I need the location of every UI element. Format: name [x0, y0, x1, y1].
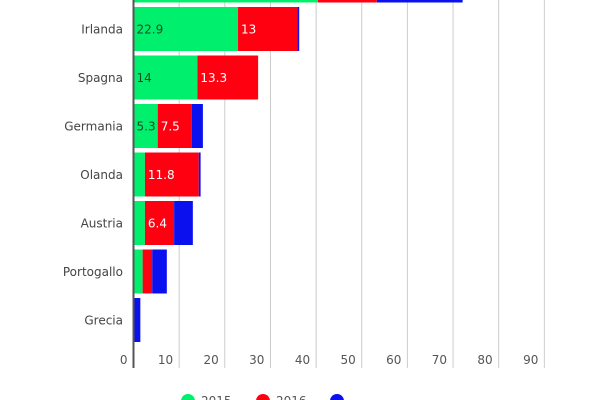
x-tick-label: 20	[204, 353, 219, 367]
bar-segment	[133, 152, 145, 197]
bar-segment	[238, 7, 298, 51]
bar-segment	[133, 249, 143, 294]
legend-marker	[256, 394, 270, 400]
category-label: Grecia	[84, 314, 123, 328]
bar-segment	[297, 7, 300, 51]
x-tick-label: 70	[432, 353, 447, 367]
bar-segment	[133, 298, 141, 342]
x-tick-label: 30	[249, 353, 264, 367]
bar-segment	[376, 0, 463, 3]
data-label: 6.4	[148, 217, 167, 231]
legend-label: 2016	[276, 394, 307, 400]
bar-segment	[133, 7, 239, 51]
x-tick-label: 80	[477, 353, 492, 367]
category-label: Germania	[64, 120, 123, 134]
bar-segment	[152, 249, 167, 294]
category-label: Olanda	[80, 168, 123, 182]
data-label: 22.9	[137, 23, 164, 37]
data-label: 7.5	[161, 120, 180, 134]
bar-segment	[144, 152, 199, 197]
bar-segment	[144, 201, 175, 245]
legend-marker	[181, 394, 195, 400]
bar-segment	[133, 55, 198, 100]
category-label: Spagna	[78, 71, 123, 85]
category-label: Irlanda	[81, 23, 123, 37]
bar-segment	[142, 249, 153, 294]
data-label: 11.8	[148, 168, 175, 182]
legend-label: 2015	[201, 394, 232, 400]
bar-segment	[133, 0, 318, 3]
data-label: 5.3	[137, 120, 156, 134]
x-tick-label: 60	[386, 353, 401, 367]
data-label: 13	[241, 23, 256, 37]
x-tick-label: 40	[295, 353, 310, 367]
bar-segment	[157, 104, 192, 148]
x-tick-label: 50	[340, 353, 355, 367]
bar-segment	[198, 152, 201, 197]
legend-marker	[330, 394, 344, 400]
bar-segment	[133, 201, 145, 245]
x-tick-label: 10	[158, 353, 173, 367]
bar-segment	[191, 104, 203, 148]
data-label: 13.3	[200, 71, 227, 85]
x-tick-label: 90	[523, 353, 538, 367]
bar-segment	[317, 0, 377, 3]
x-tick-label: 0	[120, 353, 128, 367]
category-label: Portogallo	[63, 265, 123, 279]
data-label: 14	[137, 71, 152, 85]
bar-segment	[133, 104, 158, 148]
bar-segment	[174, 201, 193, 245]
category-label: Austria	[81, 217, 123, 231]
bar-segment	[197, 55, 259, 100]
